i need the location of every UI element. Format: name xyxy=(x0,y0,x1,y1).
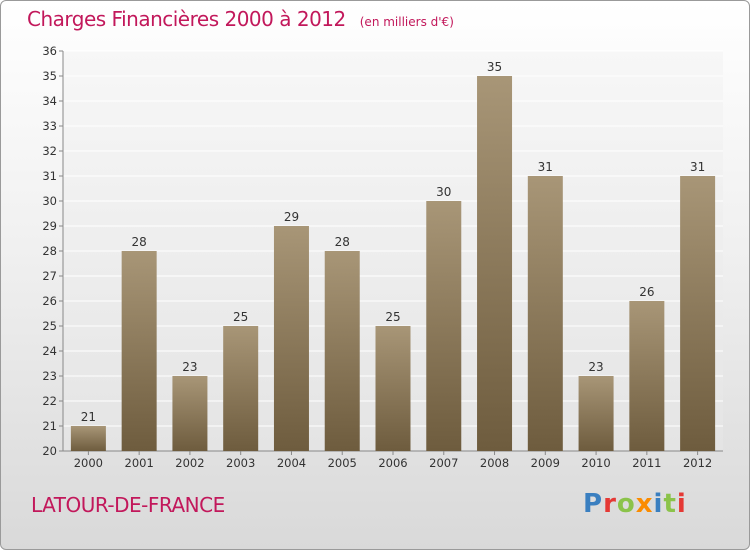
bar xyxy=(578,376,614,451)
x-tick-label: 2009 xyxy=(531,456,560,470)
chart-title-text: Charges Financières 2000 à 2012 xyxy=(27,7,346,31)
bar-value-label: 31 xyxy=(538,160,553,174)
x-tick-label: 2005 xyxy=(328,456,357,470)
x-tick-label: 2002 xyxy=(175,456,204,470)
brand-letter: P xyxy=(583,489,604,519)
y-tick-label: 32 xyxy=(42,144,57,158)
chart-subtitle: (en milliers d'€) xyxy=(359,15,454,29)
x-tick-label: 2003 xyxy=(226,456,255,470)
y-tick-label: 36 xyxy=(42,44,57,58)
y-tick-label: 29 xyxy=(42,219,57,233)
y-tick-label: 31 xyxy=(42,169,57,183)
y-tick-label: 35 xyxy=(42,69,57,83)
brand-letter: o xyxy=(616,489,636,519)
bar xyxy=(375,326,411,451)
bar-value-label: 29 xyxy=(284,210,299,224)
y-tick-label: 33 xyxy=(42,119,57,133)
bar-value-label: 21 xyxy=(81,410,96,424)
y-tick-label: 21 xyxy=(42,419,57,433)
bar xyxy=(680,176,716,451)
x-tick-label: 2000 xyxy=(74,456,103,470)
bar-value-label: 23 xyxy=(182,360,197,374)
bar xyxy=(324,251,360,451)
proxiti-logo: Proxiti xyxy=(583,489,687,519)
y-tick-label: 23 xyxy=(42,369,57,383)
bar xyxy=(426,201,462,451)
bar-value-label: 28 xyxy=(335,235,350,249)
bar-value-label: 30 xyxy=(436,185,451,199)
brand-letter: i xyxy=(653,489,664,519)
brand-letter: t xyxy=(663,489,677,519)
bar-value-label: 23 xyxy=(588,360,603,374)
y-tick-label: 34 xyxy=(42,94,57,108)
bar xyxy=(172,376,208,451)
y-tick-label: 22 xyxy=(42,394,57,408)
bar xyxy=(527,176,563,451)
bar xyxy=(273,226,309,451)
y-tick-label: 28 xyxy=(42,244,57,258)
bar xyxy=(477,76,513,451)
y-tick-label: 20 xyxy=(42,444,57,458)
y-tick-label: 25 xyxy=(42,319,57,333)
bar-value-label: 25 xyxy=(385,310,400,324)
x-tick-label: 2012 xyxy=(683,456,712,470)
bar xyxy=(70,426,106,451)
x-tick-label: 2011 xyxy=(632,456,661,470)
chart-title: Charges Financières 2000 à 2012 (en milli… xyxy=(27,7,454,31)
bar-value-label: 28 xyxy=(132,235,147,249)
bar-value-label: 35 xyxy=(487,60,502,74)
x-tick-label: 2004 xyxy=(277,456,306,470)
bar-value-label: 25 xyxy=(233,310,248,324)
y-tick-label: 30 xyxy=(42,194,57,208)
bar xyxy=(223,326,259,451)
bar-value-label: 31 xyxy=(690,160,705,174)
x-tick-label: 2006 xyxy=(378,456,407,470)
commune-name: LATOUR-DE-FRANCE xyxy=(31,493,225,517)
brand-letter: r xyxy=(603,489,617,519)
y-tick-label: 26 xyxy=(42,294,57,308)
brand-letter: x xyxy=(635,489,654,519)
x-tick-label: 2010 xyxy=(581,456,610,470)
bar xyxy=(121,251,157,451)
y-tick-label: 24 xyxy=(42,344,57,358)
x-tick-label: 2007 xyxy=(429,456,458,470)
bar-value-label: 26 xyxy=(639,285,654,299)
y-tick-label: 27 xyxy=(42,269,57,283)
x-tick-label: 2008 xyxy=(480,456,509,470)
bar xyxy=(629,301,665,451)
x-tick-label: 2001 xyxy=(125,456,154,470)
brand-letter: i xyxy=(676,489,687,519)
